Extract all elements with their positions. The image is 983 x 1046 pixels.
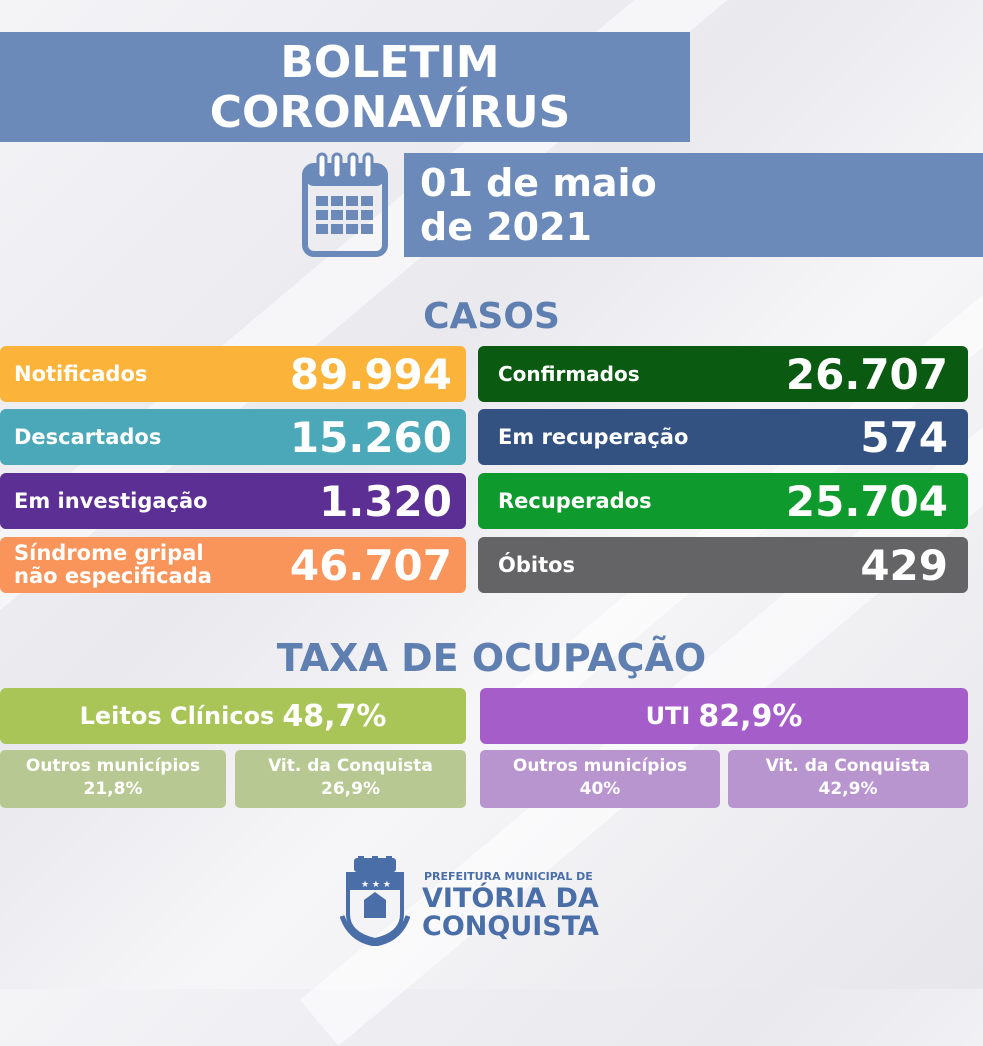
title-line-1: BOLETIM (280, 37, 500, 88)
card-descartados: Descartados 15.260 (0, 409, 466, 465)
uti-other-municipalities: Outros municípios 40% (480, 750, 720, 808)
card-value: 25.704 (785, 476, 948, 526)
card-label: Descartados (14, 424, 162, 449)
card-label-line-2: não especificada (14, 564, 212, 588)
svg-text:★ ★ ★: ★ ★ ★ (361, 880, 391, 890)
card-label: Recuperados (498, 488, 652, 513)
sub-label: Outros municípios (512, 756, 688, 776)
card-sindrome-gripal: Síndrome gripal não especificada 46.707 (0, 537, 466, 593)
card-value: 1.320 (319, 476, 452, 526)
card-em-investigacao: Em investigação 1.320 (0, 473, 466, 529)
card-label: Em investigação (14, 488, 208, 513)
footer-line-1: PREFEITURA MUNICIPAL DE (424, 870, 593, 883)
date-banner (404, 153, 983, 257)
cases-heading: CASOS (423, 296, 560, 337)
footer-line-3: CONQUISTA (422, 911, 599, 942)
uti-banner: UTI 82,9% (480, 688, 968, 744)
sub-value: 21,8% (83, 779, 143, 799)
uti-value: 82,9% (698, 698, 803, 734)
clinical-beds-banner: Leitos Clínicos 48,7% (0, 688, 466, 744)
sub-label: Vit. da Conquista (765, 756, 931, 776)
clinical-other-municipalities: Outros municípios 21,8% (0, 750, 226, 808)
card-label: Síndrome gripal não especificada (14, 537, 212, 593)
card-label: Notificados (14, 361, 148, 386)
card-value: 429 (860, 540, 948, 590)
clinical-vit-da-conquista: Vit. da Conquista 26,9% (235, 750, 466, 808)
sub-value: 26,9% (321, 779, 380, 799)
clinical-beds-value: 48,7% (282, 698, 387, 734)
card-obitos: Óbitos 429 (478, 537, 968, 593)
city-coat-of-arms-icon: ★ ★ ★ (340, 856, 410, 946)
footer-line-2: VITÓRIA DA (422, 883, 599, 914)
date-line-1: 01 de maio (420, 161, 657, 205)
sub-value: 40% (579, 779, 621, 799)
occupancy-heading: TAXA DE OCUPAÇÃO (276, 636, 707, 680)
card-em-recuperacao: Em recuperação 574 (478, 409, 968, 465)
title-line-2: CORONAVÍRUS (209, 87, 571, 138)
card-label-line-1: Síndrome gripal (14, 541, 204, 565)
card-value: 46.707 (289, 540, 452, 590)
card-value: 26.707 (785, 349, 948, 399)
card-label: Confirmados (498, 361, 640, 386)
card-value: 15.260 (289, 412, 452, 462)
clinical-beds-label: Leitos Clínicos (79, 702, 275, 730)
sub-value: 42,9% (818, 779, 878, 799)
sub-label: Vit. da Conquista (268, 756, 433, 776)
card-value: 89.994 (289, 349, 452, 399)
date-line-2: de 2021 (420, 205, 592, 249)
card-label: Óbitos (498, 552, 576, 577)
sub-label: Outros municípios (25, 756, 201, 776)
card-confirmados: Confirmados 26.707 (478, 346, 968, 402)
card-notificados: Notificados 89.994 (0, 346, 466, 402)
card-value: 574 (860, 412, 948, 462)
calendar-icon (302, 152, 388, 257)
uti-label: UTI (645, 702, 691, 730)
card-recuperados: Recuperados 25.704 (478, 473, 968, 529)
title-banner (0, 32, 690, 142)
uti-vit-da-conquista: Vit. da Conquista 42,9% (728, 750, 968, 808)
card-label: Em recuperação (498, 424, 689, 449)
